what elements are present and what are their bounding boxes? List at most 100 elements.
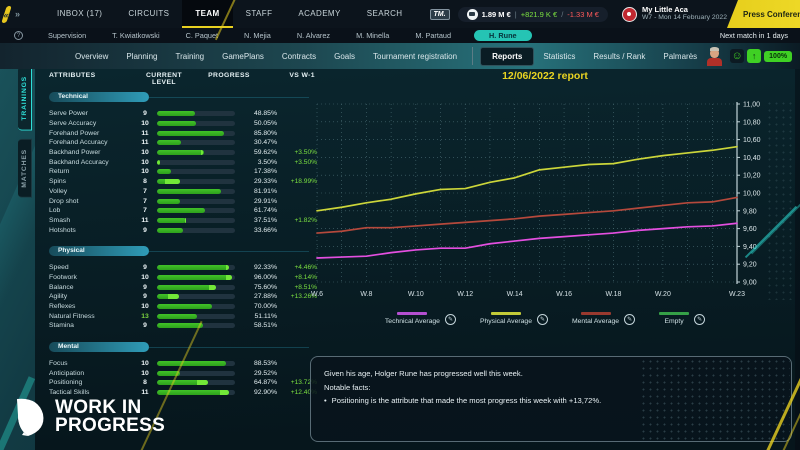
side-tab[interactable]: TRAININGS [18, 66, 32, 131]
section-pill[interactable]: Physical [49, 245, 309, 256]
attribute-row[interactable]: Footwork 10 96.00% +8.14% [49, 273, 317, 283]
subnav-tab[interactable]: Results / Rank [593, 51, 646, 61]
attribute-row[interactable]: Forehand Accuracy 11 30.47% [49, 138, 317, 148]
player-avatar[interactable] [706, 47, 723, 70]
attribute-row[interactable]: Natural Fitness 13 51.11% [49, 311, 317, 321]
menu-item[interactable]: CIRCUITS [128, 9, 170, 18]
progress-bar [157, 150, 235, 156]
subnav-tab[interactable]: Overview [75, 51, 109, 61]
progress-bar-fill [157, 130, 224, 136]
attribute-row[interactable]: Speed 9 92.33% +4.46% [49, 263, 317, 273]
attribute-row[interactable]: Backhand Power 10 59.62% +3.50% [49, 148, 317, 158]
legend-label: Physical Average [479, 318, 532, 325]
menu-item[interactable]: STAFF [245, 9, 273, 18]
progress-value: 51.11% [254, 312, 277, 320]
attribute-row[interactable]: Return 10 17.38% [49, 167, 317, 177]
header-attributes[interactable]: ATTRIBUTES [49, 72, 96, 79]
press-conference-button[interactable]: Press Conference » [727, 0, 800, 28]
attribute-row[interactable]: Smash 11 37.51% +1.82% [49, 216, 317, 226]
y-tick-label: 11,00 [743, 102, 760, 109]
team-member-tab[interactable]: M. Partaud [415, 31, 452, 40]
morale-smiley-icon[interactable]: ☺ [730, 49, 745, 63]
attribute-row[interactable]: Focus 10 88.53% [49, 359, 317, 369]
side-tab[interactable]: MATCHES [18, 138, 32, 198]
x-tick-label: W.18 [605, 291, 621, 298]
attribute-row[interactable]: Anticipation 10 29.52% [49, 368, 317, 378]
progress-bar [157, 323, 235, 329]
menu-item[interactable]: INBOX (17) [57, 9, 103, 18]
progress-bar [157, 370, 235, 376]
subnav-tab[interactable]: Goals [334, 51, 356, 61]
attribute-row[interactable]: Serve Accuracy 10 50.05% [49, 119, 317, 129]
team-member-tab[interactable]: T. Kwiatkowski [112, 31, 160, 40]
edit-legend-icon[interactable]: ✎ [624, 314, 636, 325]
section-pill[interactable]: Technical [49, 92, 309, 102]
edit-legend-icon[interactable]: ✎ [536, 314, 548, 325]
progress-bar [157, 130, 235, 136]
delta-value: +4.46% [294, 264, 317, 272]
subnav-tab[interactable]: Tournament registration [373, 51, 458, 61]
progress-value: 59.62% [253, 149, 277, 157]
team-member-tab[interactable]: Supervision [48, 31, 87, 40]
attribute-row[interactable]: Positioning 8 64.87% +13.72% [49, 378, 317, 388]
team-member-tab[interactable]: N. Alvarez [296, 31, 331, 40]
progress-chart-container: 9,00 9,20 9,40 9,60 9,80 10,00 10,20 10,40 10,60… [311, 96, 791, 311]
menu-item[interactable]: SEARCH [366, 9, 403, 18]
header-vs-w1[interactable]: VS W-1 [289, 72, 315, 79]
attribute-row[interactable]: Agility 9 27.88% +13.26% [49, 292, 317, 302]
attribute-row[interactable]: Spins 8 29.33% +18.99% [49, 177, 317, 187]
menu-item[interactable]: TEAM [182, 0, 233, 28]
subnav-tab[interactable]: Palmarès [663, 51, 698, 61]
attribute-row[interactable]: Volley 7 81.91% [49, 187, 317, 197]
game-date: W7 - Mon 14 February 2022 [641, 14, 727, 22]
attribute-row[interactable]: Lob 7 61.74% [49, 206, 317, 216]
attribute-row[interactable]: Backhand Accuracy 10 3.50% +3.50% [49, 157, 317, 167]
attribute-row[interactable]: Stamina 9 58.51% [49, 321, 317, 331]
club-info: My Little Aca W7 - Mon 14 February 2022 [621, 5, 727, 22]
forward-button[interactable]: » [9, 9, 26, 19]
edit-legend-icon[interactable]: ✎ [694, 314, 706, 325]
series-line-physical-average [316, 145, 738, 212]
team-member-tab[interactable]: M. Minella [356, 31, 390, 40]
progress-delta-segment [219, 390, 230, 396]
attribute-row[interactable]: Reflexes 10 70.00% [49, 302, 317, 312]
subnav-tab[interactable]: GamePlans [222, 51, 264, 61]
attribute-label: Positioning [49, 379, 83, 387]
menu-item[interactable]: ACADEMY [298, 9, 341, 18]
wip-line2: PROGRESS [55, 415, 166, 436]
progress-value: 33.66% [253, 226, 277, 234]
attribute-row[interactable]: Balance 9 75.60% +8.51% [49, 282, 317, 292]
attribute-label: Serve Power [49, 110, 88, 118]
x-tick-label: W.20 [655, 291, 671, 298]
edit-legend-icon[interactable]: ✎ [444, 314, 456, 325]
attribute-row[interactable]: Hotshots 9 33.66% [49, 225, 317, 235]
progress-value: 29.91% [253, 197, 277, 205]
y-tick-label: 10,80 [743, 119, 761, 126]
section-pill[interactable]: Mental [49, 341, 309, 352]
subnav-tab[interactable]: Training [175, 51, 205, 61]
progress-value: 96.00% [253, 273, 277, 281]
header-current-level[interactable]: CURRENT LEVEL [145, 72, 183, 86]
attribute-label: Forehand Accuracy [49, 139, 108, 147]
team-member-tab[interactable]: N. Mejia [244, 31, 271, 40]
progress-value: 75.60% [253, 283, 277, 291]
help-icon[interactable]: ? [14, 31, 23, 40]
team-members: Supervision T. Kwiatkowski C. Paquet N. Mej… [35, 30, 542, 41]
team-member-tab[interactable]: H. Rune [474, 30, 532, 41]
subnav-tab[interactable]: Statistics [543, 51, 576, 61]
subnav-tab[interactable]: Reports [472, 46, 535, 66]
subnav-tab[interactable]: Contracts [281, 51, 317, 61]
subnav-tab[interactable]: Planning [126, 51, 158, 61]
attribute-row[interactable]: Tactical Skills 11 92.90% +12.40% [49, 388, 317, 398]
team-member-tab[interactable]: C. Paquet [185, 31, 219, 40]
attribute-row[interactable]: Forehand Power 11 85.80% [49, 128, 317, 138]
form-up-arrow-icon[interactable]: ↑ [747, 49, 762, 63]
attribute-level: 7 [143, 197, 147, 205]
attribute-row[interactable]: Drop shot 7 29.91% [49, 196, 317, 206]
delta-value: +3.50% [294, 149, 317, 157]
progress-delta-segment [225, 274, 232, 280]
attribute-row[interactable]: Serve Power 9 48.85% [49, 109, 317, 119]
delta-value: +3.50% [294, 158, 317, 166]
progress-delta-segment [157, 159, 160, 165]
header-progress[interactable]: PROGRESS [208, 72, 250, 79]
